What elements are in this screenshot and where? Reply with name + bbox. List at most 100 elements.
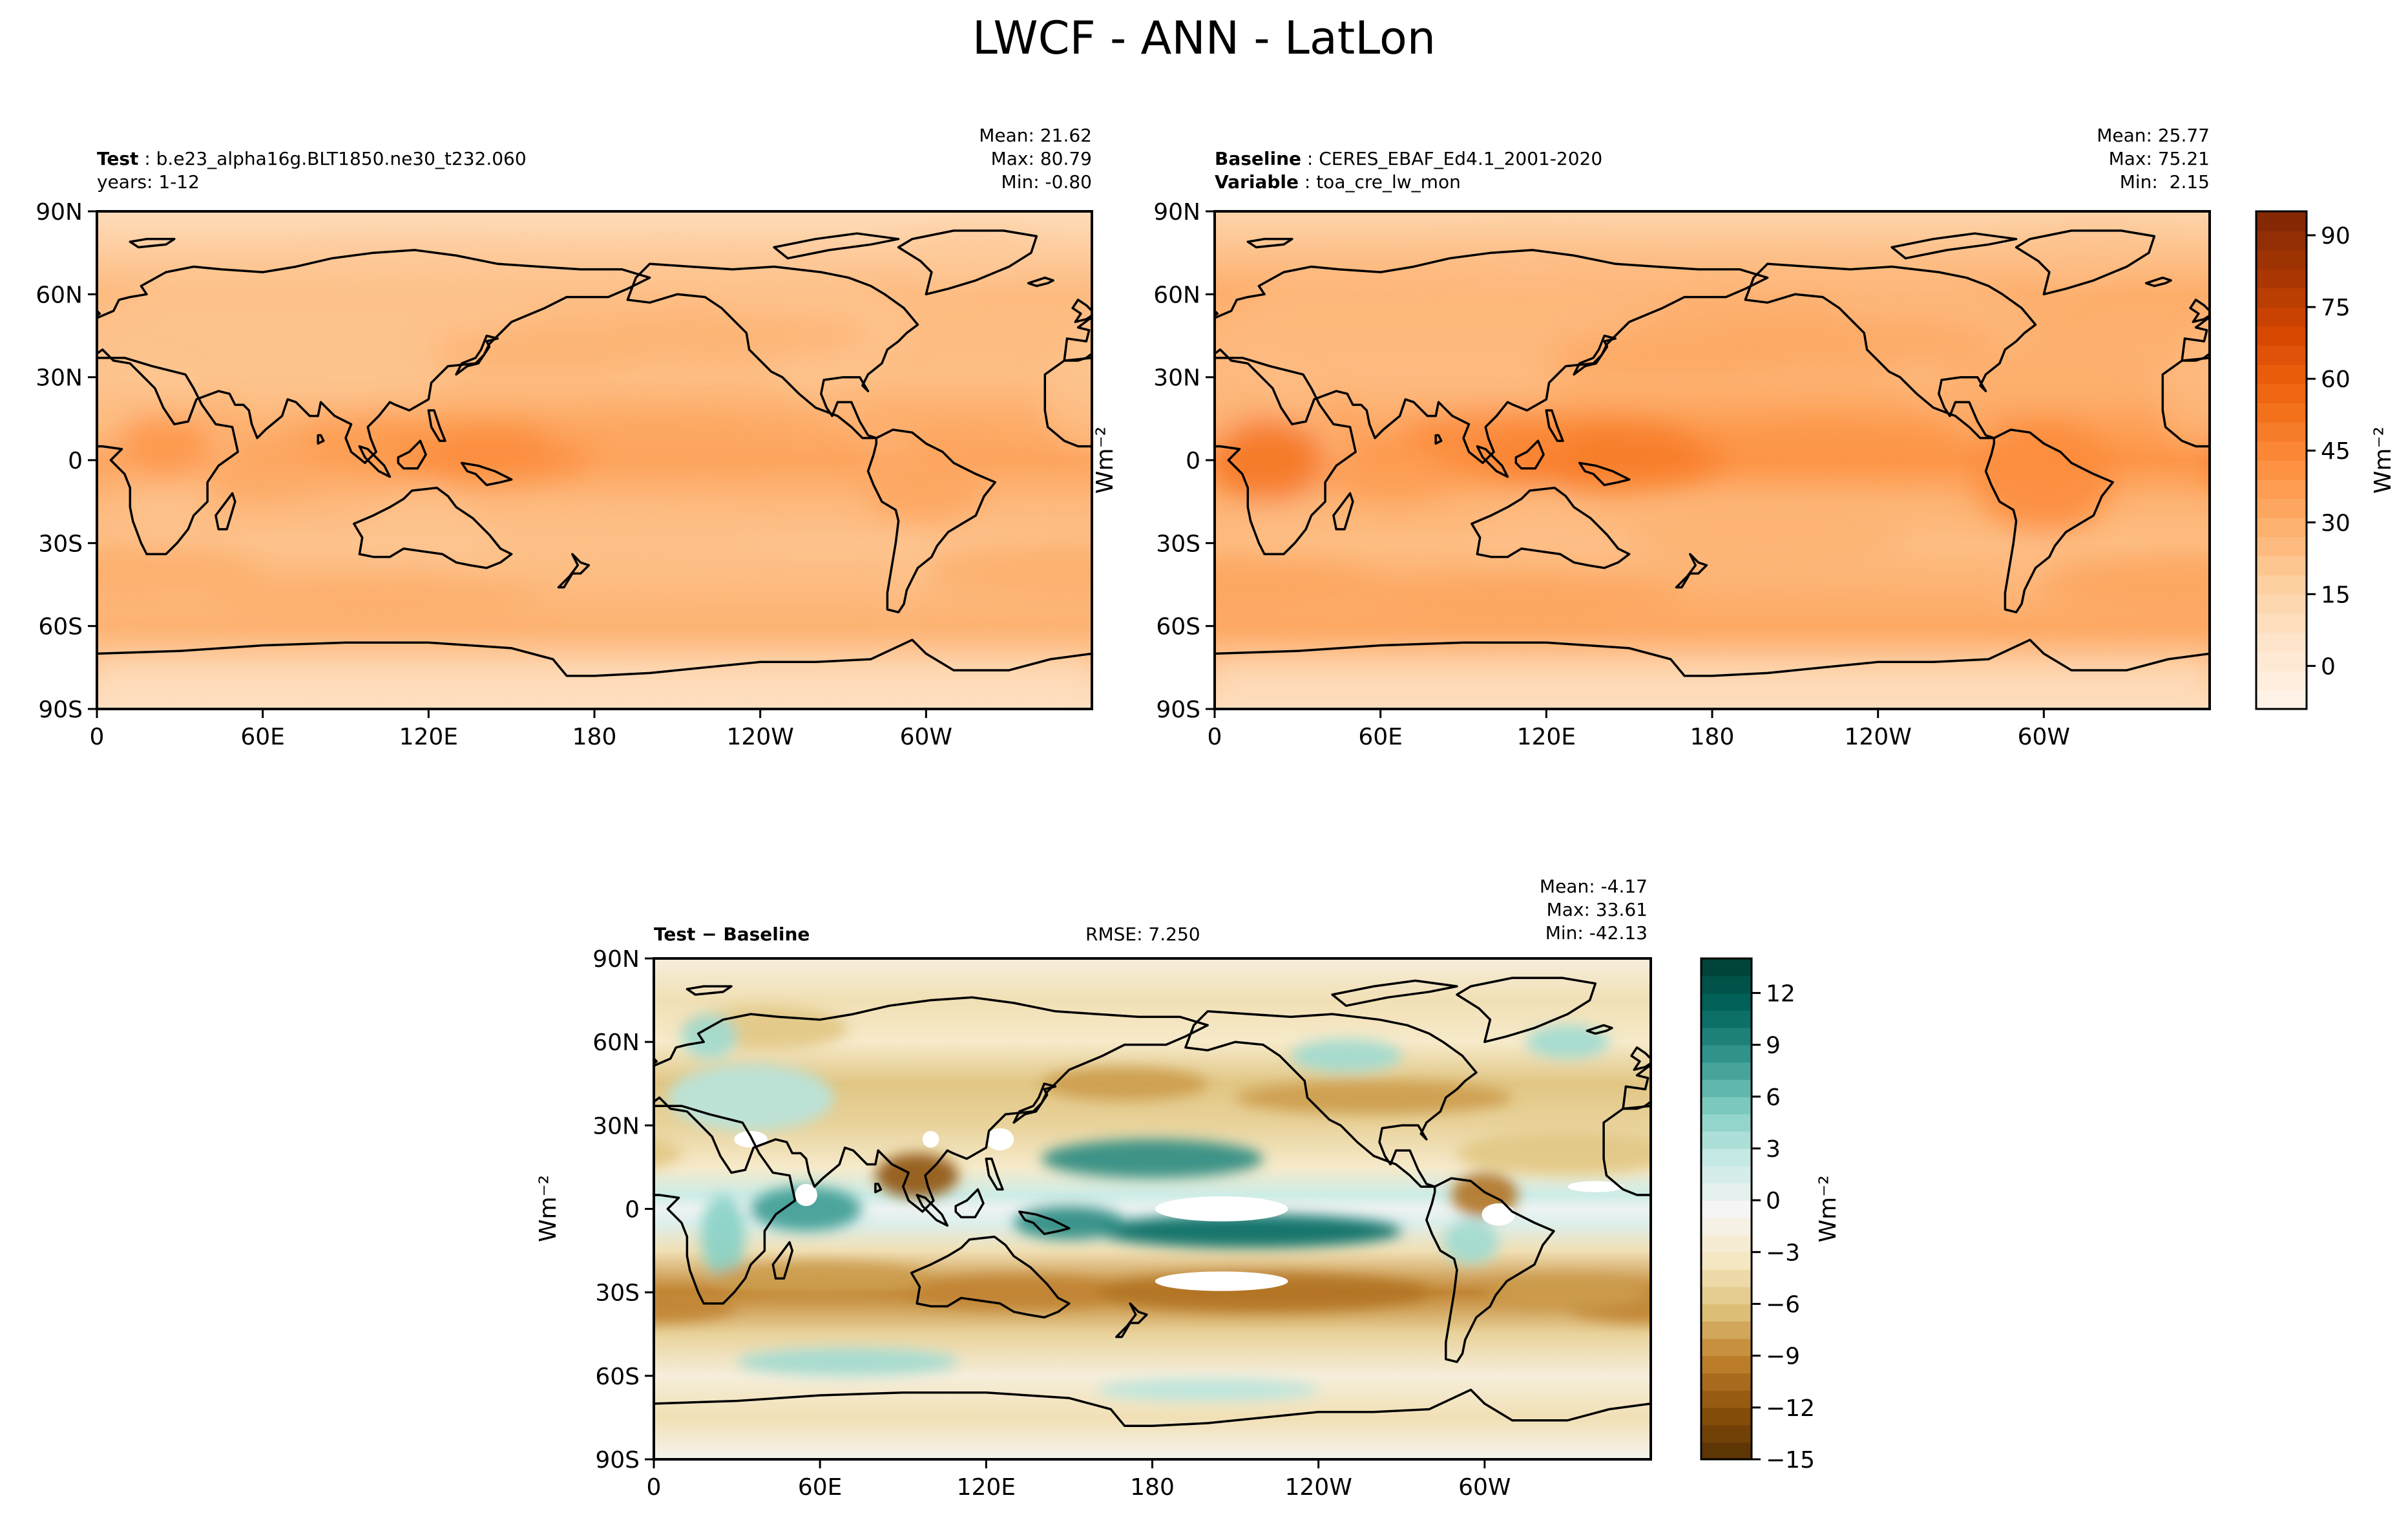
colorbar-segment-27 [1701,975,1752,994]
colorbar-segment-12 [2256,460,2307,480]
colorbar-segment-16 [2256,383,2307,403]
coastline-greenland [897,229,1038,296]
field-blob-5 [594,313,871,358]
field-blob-1 [2403,410,2408,466]
polar-band [97,659,1092,709]
map-field-base [1215,230,2408,709]
baseline-stats: Mean: 25.77 Max: 75.21 Min: 2.15 [2009,124,2210,194]
colorbar-segment-7 [2256,556,2307,576]
coastline-sumatra [916,1194,949,1227]
maps-layer [45,211,2408,1459]
xtick-label: 60W [900,724,952,750]
diff-blob-3 [1748,1187,1858,1231]
baseline-max: Max: 75.21 [2108,148,2210,169]
test-max: Max: 80.79 [990,148,1092,169]
coastline-newGuinea [1578,461,1631,487]
map-base [1215,211,2408,709]
diff-blob-7 [903,1275,1125,1309]
colorbar-tick-label: 75 [2321,295,2350,321]
colorbar-segment-12 [1701,1234,1752,1253]
diff-stats: Mean: -4.17 Max: 33.61 Min: -42.13 [1454,875,1648,945]
field-blob-1 [1408,410,1575,466]
colorbar-segment-16 [1701,1165,1752,1184]
colorbar-tick-label: 12 [1766,980,1796,1007]
colorbar-segment-5 [1701,1355,1752,1374]
colorbar-segment-4 [1701,1373,1752,1391]
colorbar-segment-25 [1701,1010,1752,1028]
colorbar-tick-label: −3 [1766,1240,1800,1266]
colorbar-segment-10 [2256,498,2307,518]
baseline-case: CERES_EBAF_Ed4.1_2001-2020 [1319,148,1603,169]
variable-name: toa_cre_lw_mon [1316,171,1461,193]
diff-blob-15 [1235,1081,1513,1115]
ytick-label: 90S [38,697,83,723]
diff-blob-1 [100,1214,404,1248]
coastline-southAmerica [866,428,997,614]
colorbar-segment-19 [1701,1114,1752,1132]
colorbar-frame [2255,210,2308,710]
ytick-label: 0 [68,448,83,474]
polar-band [1215,659,2210,709]
diff-blob-5 [1443,1220,1499,1265]
diff-blob-0 [45,1139,266,1178]
coastline-borneo [954,1188,985,1219]
ytick-label: 30S [1156,531,1200,557]
test-mean: Mean: 21.62 [979,125,1092,146]
diff-blob-19 [2094,1379,2316,1400]
diff-blob-8 [2094,1273,2408,1312]
field-blob-3 [865,438,987,527]
coastline-philippines [427,409,446,442]
coastline-australia [353,487,513,569]
coastline-africa [1215,356,2210,556]
coastline-northAmerica [1744,262,2037,439]
colorbar-segment-2 [1701,1407,1752,1426]
coastline-australia [1471,487,1631,569]
variable-label: Variable [1215,171,1299,193]
coastline-japan [1573,334,1617,376]
coastline-svalbard [686,985,733,996]
land-tint-eurasia [97,249,1092,463]
test-years: years: 1-12 [97,171,200,193]
field-blob-7 [483,515,760,571]
diff-blob-19 [100,1379,322,1400]
coastline-madagascar [771,1241,794,1280]
ytick-label: 90N [36,199,83,226]
colorbar-tick-label: −12 [1766,1395,1815,1422]
diff-blob-16 [1042,1067,1208,1101]
ytick-label: 60N [36,282,83,308]
coastline-britain [1215,299,2210,323]
out-of-range-3 [986,1128,1014,1151]
colorbar-segment-17 [1701,1148,1752,1167]
diff-blob-7 [1900,1276,2122,1309]
coastline-newZealand [1675,553,1708,589]
test-min: Min: -0.80 [1001,171,1092,193]
colorbar-segment-17 [2256,364,2307,385]
coastline-newGuinea [1018,1210,1071,1236]
colorbar-tick-label: 6 [1766,1084,1781,1111]
ytick-label: 30S [38,531,83,557]
coastline-newGuinea [460,461,513,487]
out-of-range-4 [922,1130,939,1148]
out-of-range-6 [1567,1181,1624,1192]
colorbar-segment-18 [2256,345,2307,365]
coastline-africa [97,356,1092,556]
map-test [97,211,1092,709]
out-of-range-5 [1481,1203,1515,1226]
colorbar-segment-11 [2256,479,2307,499]
diff-blob-15 [238,1081,516,1115]
field-blob-8 [1339,446,1450,502]
coastline-japan [1012,1083,1057,1124]
field-blob-4 [1684,424,1962,458]
coastline-antarctica [97,639,1092,709]
baseline-mean: Mean: 25.77 [2097,125,2210,146]
ytick-label: 0 [625,1197,640,1223]
field-blob-7 [1629,504,1906,571]
diff-min: Min: -42.13 [1545,922,1648,944]
coastline-borneo [1514,439,1545,470]
xtick-label: 120E [399,724,458,750]
diff-blob-16 [45,1067,211,1101]
diff-label: Test − Baseline [654,924,810,945]
colorbar-segment-24 [1701,1027,1752,1046]
diff-blob-20 [294,1039,404,1073]
